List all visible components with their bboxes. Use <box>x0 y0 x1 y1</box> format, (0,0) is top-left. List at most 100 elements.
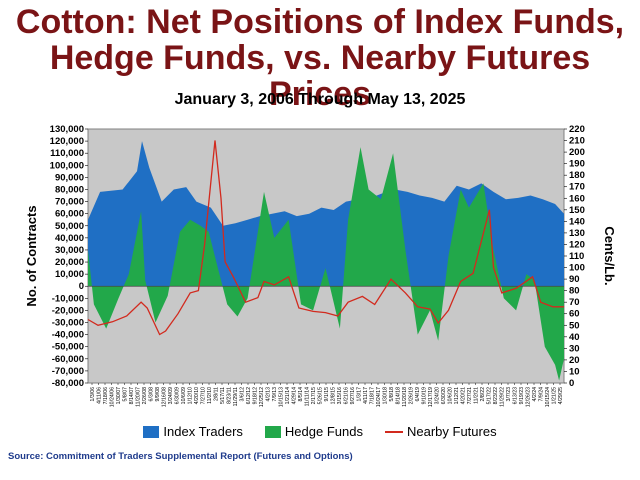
x-tick-label: 12/26/23 <box>526 387 532 407</box>
y-right-tick-label: 90 <box>569 274 580 285</box>
x-tick-label: 10/6/09 <box>181 387 187 404</box>
x-tick-label: 2/26/08 <box>142 387 148 404</box>
legend-item-index-traders: Index Traders <box>143 424 243 439</box>
y-right-tick-label: 80 <box>569 286 580 297</box>
x-tick-label: 5/17/11 <box>220 387 226 404</box>
legend-swatch-hedge-funds <box>264 425 281 438</box>
y-right-tick-label: 180 <box>569 170 585 181</box>
legend-label-index-traders: Index Traders <box>163 424 243 439</box>
x-tick-label: 8/23/22 <box>493 387 499 404</box>
x-tick-label: 12/8/15 <box>331 387 337 404</box>
x-tick-label: 11/2/21 <box>474 387 480 404</box>
x-tick-label: 3/24/09 <box>168 387 174 404</box>
y-left-tick-label: -20,000 <box>52 305 84 316</box>
y-left-tick-label: -10,000 <box>52 293 84 304</box>
y-left-tick-label: 130,000 <box>50 124 84 135</box>
y-right-tick-label: 0 <box>569 378 574 389</box>
y-left-tick-label: 40,000 <box>55 233 84 244</box>
x-tick-label: 6/30/20 <box>441 387 447 404</box>
y-right-tick-label: 160 <box>569 193 585 204</box>
y-right-tick-label: 20 <box>569 355 580 366</box>
x-tick-label: 7/27/10 <box>201 387 207 404</box>
y-left-tick-label: 0 <box>79 281 84 292</box>
x-tick-label: 12/16/08 <box>162 387 168 407</box>
x-tick-label: 2/8/11 <box>214 387 220 401</box>
x-tick-label: 6/3/08 <box>149 387 155 402</box>
y-right-tick-label: 110 <box>569 251 584 262</box>
x-tick-label: 12/17/19 <box>428 387 434 407</box>
legend-swatch-index-traders <box>143 425 160 438</box>
y-left-tick-label: 120,000 <box>50 136 84 147</box>
y-left-tick-label: 50,000 <box>55 221 84 232</box>
y-right-tick-label: 200 <box>569 147 585 158</box>
x-tick-label: 9/1/15 <box>324 387 330 402</box>
y-right-tick-label: 60 <box>569 309 580 320</box>
x-tick-label: 11/11/14 <box>305 387 311 407</box>
series-nearby-futures-line <box>87 140 564 336</box>
y-right-axis-title: Cents/Lb. <box>602 226 617 285</box>
x-tick-label: 3/6/12 <box>240 387 246 402</box>
x-tick-label: 9/18/12 <box>253 387 259 404</box>
x-tick-label: 2/8/22 <box>480 387 486 402</box>
x-tick-label: 7/18/17 <box>370 387 376 404</box>
x-tick-label: 10/24/17 <box>376 387 382 407</box>
x-tick-label: 1/12/21 <box>454 387 460 404</box>
legend: Index Traders Hedge Funds Nearby Futures <box>0 424 640 439</box>
x-tick-label: 11/20/07 <box>136 387 142 407</box>
x-tick-label: 6/13/23 <box>513 387 519 404</box>
y-right-tick-label: 50 <box>569 320 580 331</box>
x-tick-label: 2/17/15 <box>311 387 317 404</box>
x-tick-label: 1/3/17 <box>357 387 363 402</box>
x-tick-label: 4/20/21 <box>461 387 467 404</box>
x-tick-label: 9/10/19 <box>422 387 428 404</box>
x-tick-label: 4/2/24 <box>532 387 538 402</box>
x-tick-label: 8/5/14 <box>298 387 304 402</box>
y-right-tick-label: 120 <box>569 239 585 250</box>
x-tick-label: 5/26/15 <box>318 387 324 404</box>
x-tick-label: 3/7/23 <box>506 387 512 402</box>
y-left-tick-label: -30,000 <box>52 318 84 329</box>
series-hedge-funds-area <box>88 147 564 381</box>
x-tick-label: 1/12/10 <box>188 387 194 404</box>
x-tick-label: 2/26/19 <box>409 387 415 404</box>
y-right-tick-label: 220 <box>569 124 585 135</box>
chart-subtitle: January 3, 2006 Through May 13, 2025 <box>174 91 466 108</box>
x-tick-label: 11/29/22 <box>500 387 506 407</box>
x-tick-label: 6/12/12 <box>246 387 252 404</box>
x-tick-label: 3/15/16 <box>337 387 343 404</box>
y-left-tick-label: 60,000 <box>55 209 84 220</box>
x-tick-label: 4/29/25 <box>558 387 564 404</box>
x-tick-label: 5/17/22 <box>487 387 493 404</box>
x-tick-label: 3/24/20 <box>435 387 441 404</box>
y-right-tick-label: 40 <box>569 332 580 343</box>
x-tick-label: 10/15/13 <box>279 387 285 407</box>
x-tick-label: 7/18/06 <box>103 387 109 404</box>
x-tick-label: 9/9/08 <box>155 387 161 402</box>
x-tick-label: 6/4/19 <box>415 387 421 402</box>
y-right-tick-label: 150 <box>569 205 585 216</box>
x-tick-label: 4/11/06 <box>97 387 103 404</box>
y-right-tick-label: 100 <box>569 263 585 274</box>
x-tick-label: 1/3/06 <box>90 387 96 402</box>
y-left-tick-label: 30,000 <box>55 245 84 256</box>
x-tick-label: 10/24/06 <box>110 387 116 407</box>
x-tick-label: 6/30/09 <box>175 387 181 404</box>
chart-title: Cotton: Net Positions of Index Funds, He… <box>0 4 640 112</box>
x-tick-label: 7/9/24 <box>539 387 545 402</box>
x-tick-label: 11/20/18 <box>402 387 408 407</box>
legend-item-nearby-futures: Nearby Futures <box>384 424 497 439</box>
x-tick-label: 4/11/17 <box>363 387 369 404</box>
x-tick-label: 1/21/14 <box>285 387 291 404</box>
y-left-tick-label: 90,000 <box>55 172 84 183</box>
y-left-tick-label: -40,000 <box>52 330 84 341</box>
x-tick-label: 8/23/11 <box>227 387 233 404</box>
legend-label-nearby-futures: Nearby Futures <box>406 424 497 439</box>
y-right-tick-label: 190 <box>569 159 585 170</box>
y-right-tick-label: 70 <box>569 297 580 308</box>
x-tick-label: 11/2/10 <box>207 387 213 404</box>
x-tick-label: 4/20/10 <box>194 387 200 404</box>
y-left-tick-label: -80,000 <box>52 378 84 389</box>
y-left-tick-label: -70,000 <box>52 366 84 377</box>
x-tick-label: 9/27/16 <box>350 387 356 404</box>
